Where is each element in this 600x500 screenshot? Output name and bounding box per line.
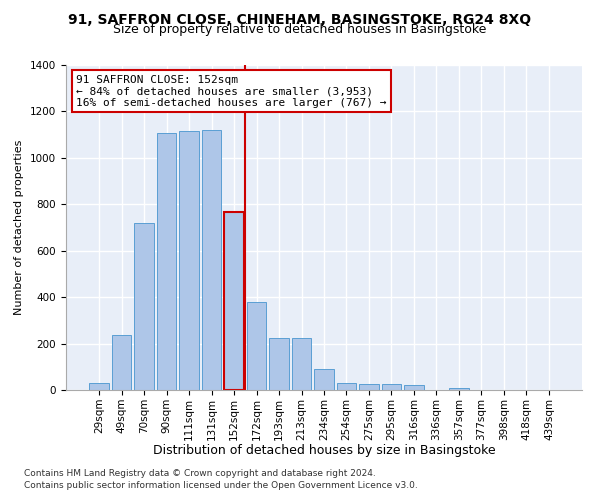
Bar — [224, 212, 244, 390]
Bar — [202, 130, 221, 390]
Text: Contains HM Land Registry data © Crown copyright and database right 2024.: Contains HM Land Registry data © Crown c… — [24, 468, 376, 477]
Text: Contains public sector information licensed under the Open Government Licence v3: Contains public sector information licen… — [24, 481, 418, 490]
Bar — [179, 131, 199, 390]
Bar — [134, 223, 154, 390]
Bar — [269, 338, 289, 390]
Bar — [157, 134, 176, 390]
Bar — [292, 338, 311, 390]
Bar — [314, 369, 334, 390]
Y-axis label: Number of detached properties: Number of detached properties — [14, 140, 25, 315]
Bar — [247, 302, 266, 390]
Bar — [449, 388, 469, 390]
Bar — [382, 384, 401, 390]
Text: 91 SAFFRON CLOSE: 152sqm
← 84% of detached houses are smaller (3,953)
16% of sem: 91 SAFFRON CLOSE: 152sqm ← 84% of detach… — [76, 74, 387, 108]
Bar — [89, 383, 109, 390]
Text: Size of property relative to detached houses in Basingstoke: Size of property relative to detached ho… — [113, 22, 487, 36]
Bar — [404, 386, 424, 390]
Bar — [337, 383, 356, 390]
X-axis label: Distribution of detached houses by size in Basingstoke: Distribution of detached houses by size … — [152, 444, 496, 457]
Bar — [112, 336, 131, 390]
Bar — [359, 384, 379, 390]
Text: 91, SAFFRON CLOSE, CHINEHAM, BASINGSTOKE, RG24 8XQ: 91, SAFFRON CLOSE, CHINEHAM, BASINGSTOKE… — [68, 12, 532, 26]
